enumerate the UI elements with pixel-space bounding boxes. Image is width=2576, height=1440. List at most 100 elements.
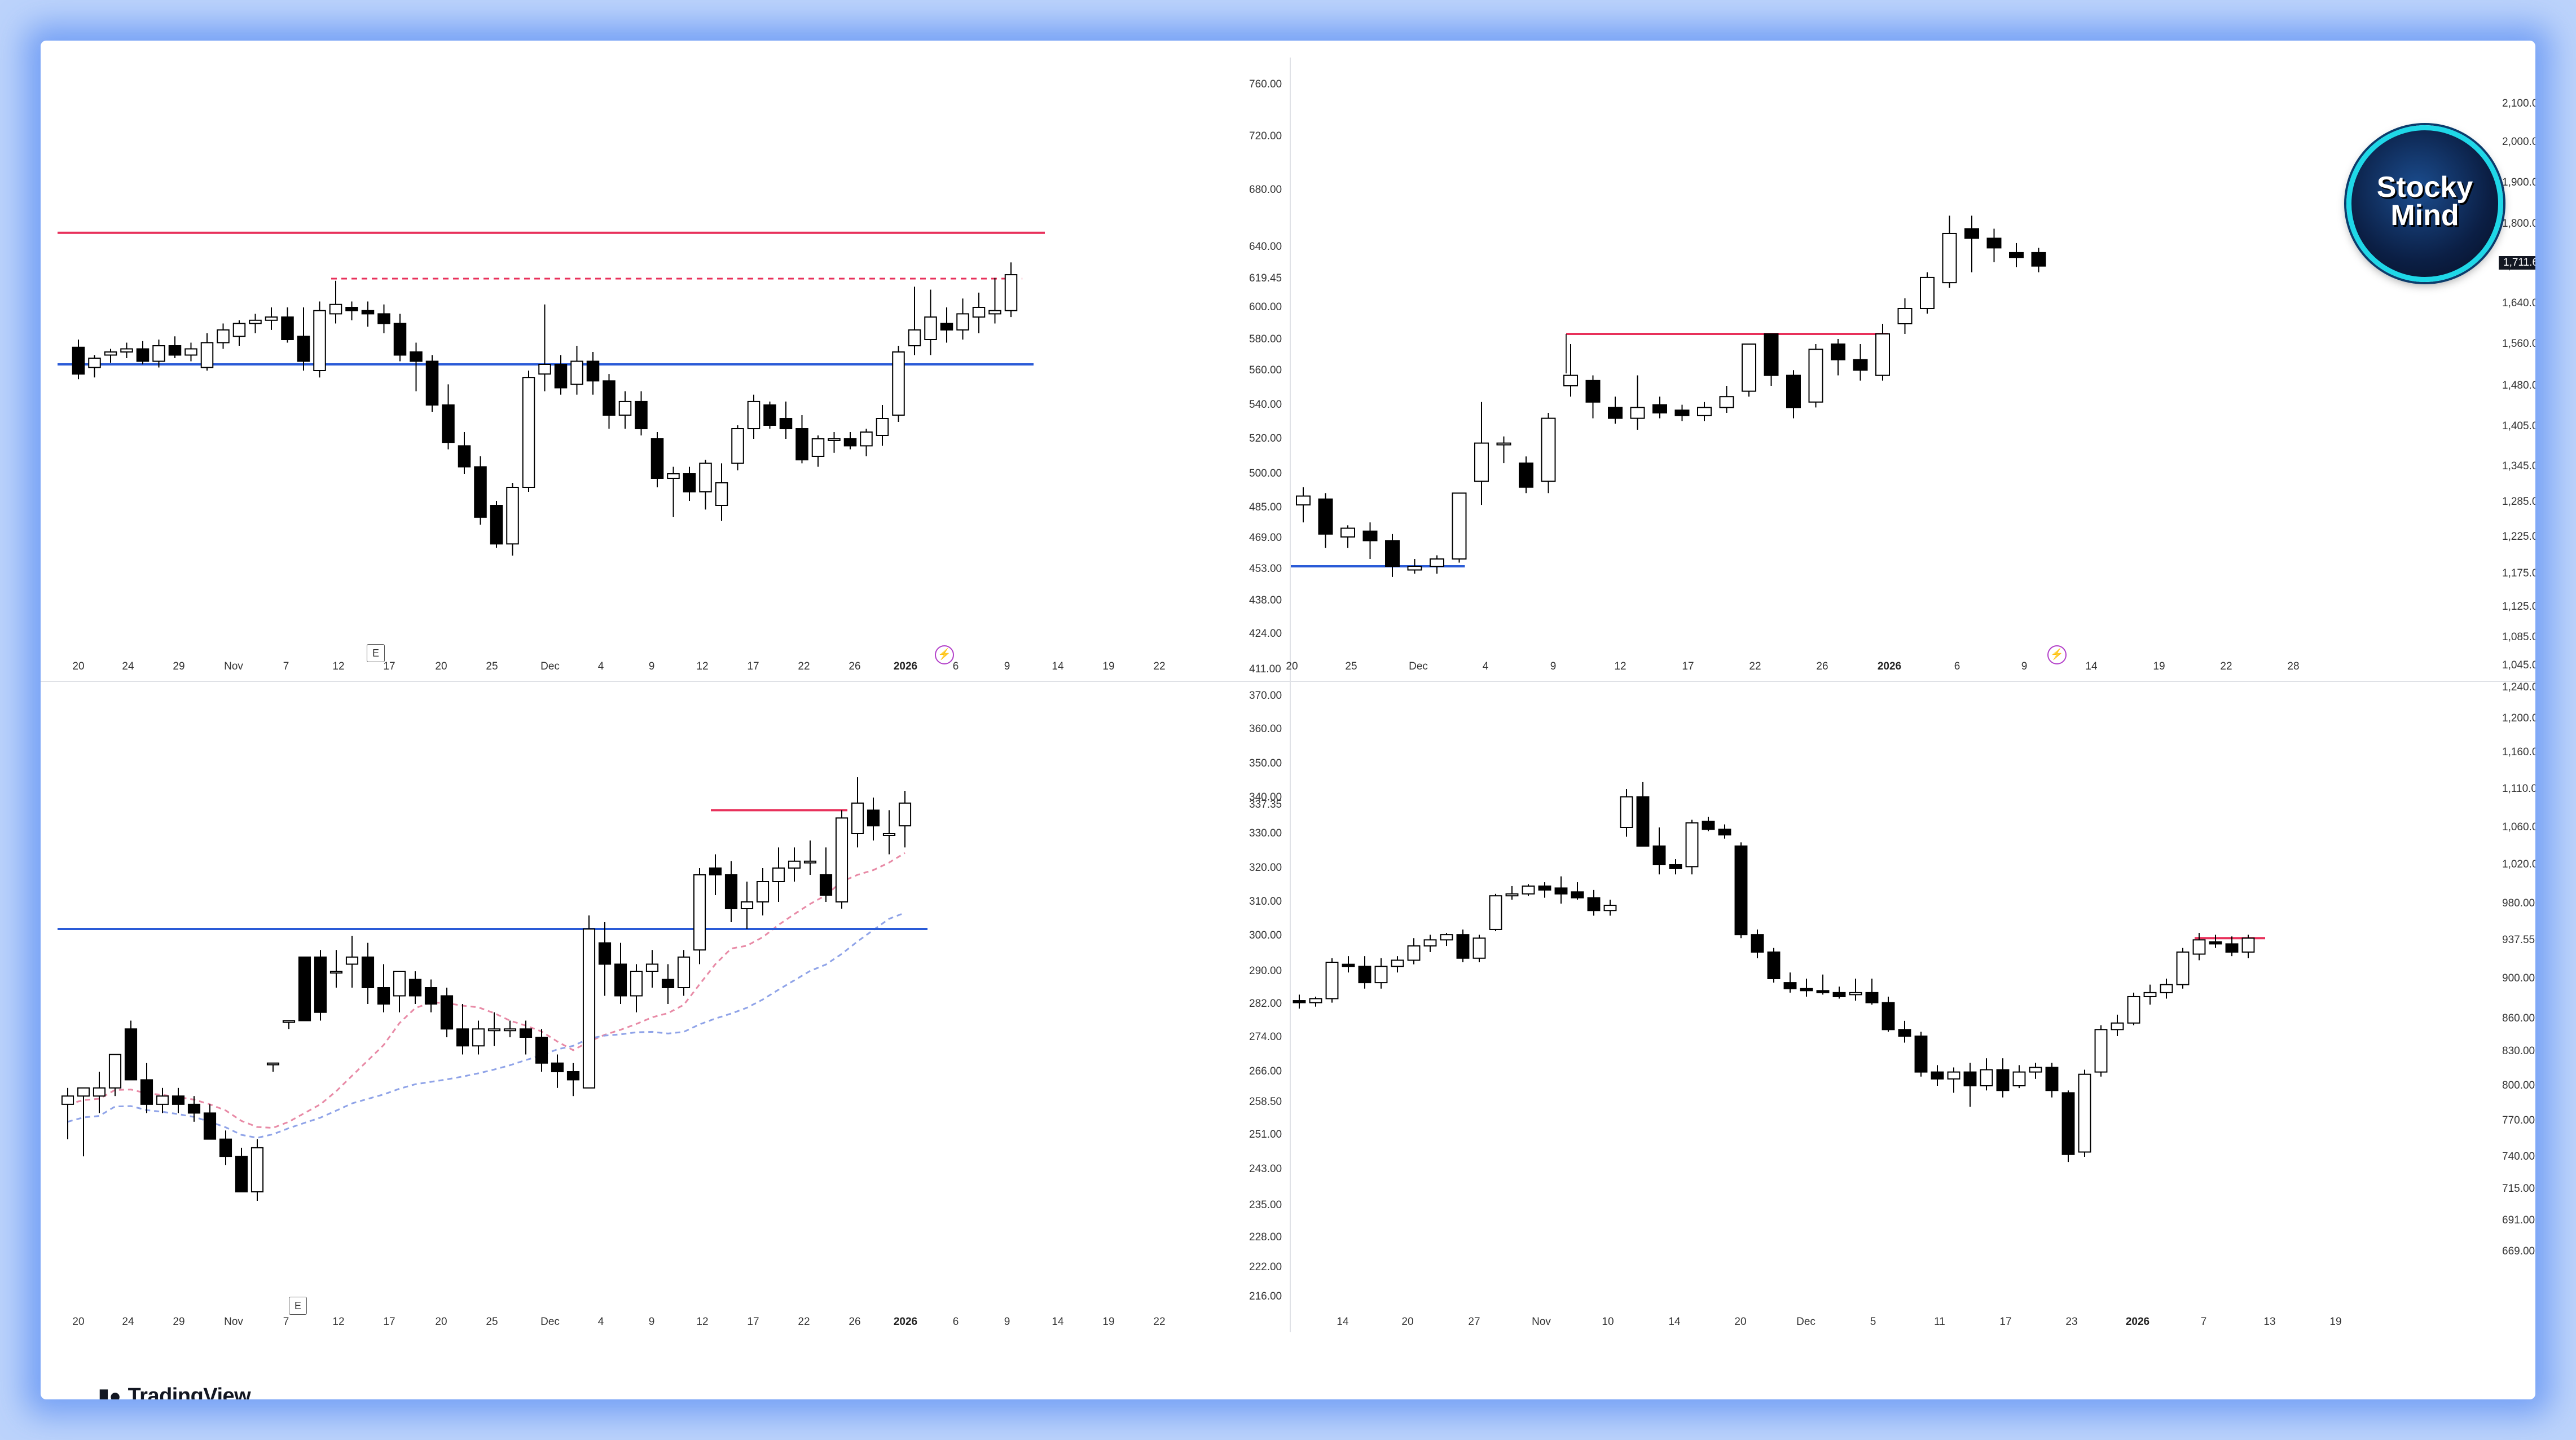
candle[interactable] [843,432,857,450]
candle[interactable] [779,401,793,439]
candle[interactable] [1603,900,1617,916]
candle[interactable] [297,307,310,371]
candle[interactable] [172,1087,185,1113]
candle[interactable] [819,847,833,902]
candle[interactable] [1296,487,1311,523]
candle[interactable] [281,307,294,343]
candle[interactable] [1719,386,1734,413]
candle[interactable] [2061,1090,2075,1162]
candle[interactable] [598,922,612,996]
candlestick-chart-top-left[interactable] [41,41,1290,681]
candle[interactable] [747,394,761,439]
candle[interactable] [458,432,471,474]
candle[interactable] [1325,958,1339,1003]
candle[interactable] [250,1139,264,1201]
candle[interactable] [1585,375,1601,419]
candle[interactable] [265,307,278,330]
candle[interactable] [554,355,568,395]
candle[interactable] [740,882,754,929]
candle[interactable] [377,964,390,1012]
candle[interactable] [184,342,197,362]
candle[interactable] [1318,493,1333,548]
candle[interactable] [882,810,896,855]
candle[interactable] [1764,333,1779,386]
candle[interactable] [124,1020,138,1081]
candle[interactable] [187,1096,201,1122]
candle[interactable] [1897,298,1913,334]
candle[interactable] [811,435,825,467]
candle[interactable] [1669,859,1682,875]
candle[interactable] [1786,370,1801,419]
candle[interactable] [715,463,728,521]
candle[interactable] [1407,938,1421,965]
candle[interactable] [860,429,873,456]
candle[interactable] [630,964,643,1012]
candle[interactable] [2241,935,2255,958]
candle[interactable] [1407,559,1422,574]
candle[interactable] [1914,1032,1928,1077]
candle[interactable] [1452,492,1467,563]
candle[interactable] [506,483,519,556]
candle[interactable] [345,936,359,988]
candle[interactable] [77,1087,90,1157]
candle[interactable] [1832,987,1846,999]
earnings-marker-icon[interactable]: E [289,1297,307,1315]
candle[interactable] [570,346,583,395]
candle[interactable] [393,314,407,362]
candle[interactable] [472,1020,485,1055]
candle[interactable] [410,342,423,391]
candle[interactable] [756,868,770,915]
candle[interactable] [217,323,230,349]
candle[interactable] [1652,397,1667,419]
candle[interactable] [1004,262,1018,318]
candle[interactable] [1931,1065,1944,1086]
candle[interactable] [2127,992,2140,1025]
candle[interactable] [535,1029,548,1072]
candle[interactable] [1742,344,1756,397]
candle[interactable] [677,950,691,996]
candle[interactable] [876,405,889,446]
candle[interactable] [1674,404,1690,421]
candle[interactable] [313,301,326,378]
candle[interactable] [650,432,664,487]
candle[interactable] [2111,1014,2124,1036]
candle[interactable] [1309,996,1322,1007]
chart-pane-top-left[interactable]: 760.00 720.00 680.00 640.00 619.45 600.00 580.… [41,41,1290,681]
candle[interactable] [803,840,817,875]
earnings-marker-icon[interactable]: E [367,644,385,662]
candle[interactable] [2225,936,2239,957]
candle[interactable] [1816,974,1830,995]
candle[interactable] [314,950,327,1021]
candle[interactable] [393,971,406,1012]
candle[interactable] [93,1072,106,1113]
candle[interactable] [490,501,503,548]
candle[interactable] [645,950,659,988]
candle[interactable] [1986,228,2002,262]
candle[interactable] [1636,782,1650,847]
candle[interactable] [2045,1063,2059,1098]
candle[interactable] [551,1054,564,1088]
candlestick-chart-top-right[interactable] [1291,41,2535,681]
candle[interactable] [635,391,648,435]
candle[interactable] [425,355,439,412]
candle[interactable] [1882,996,1895,1032]
candle[interactable] [699,460,712,510]
candle[interactable] [709,854,722,895]
candle[interactable] [924,289,937,355]
candle[interactable] [1865,979,1879,1005]
candle[interactable] [835,810,849,909]
candle[interactable] [763,401,776,429]
candle[interactable] [522,371,535,492]
candle[interactable] [1538,882,1551,898]
candle[interactable] [1358,956,1371,989]
candle[interactable] [586,352,600,395]
candle[interactable] [1898,1020,1911,1043]
candle[interactable] [1489,893,1502,931]
candle[interactable] [614,943,627,1004]
event-lightning-icon[interactable]: ⚡ [2047,645,2067,664]
candle[interactable] [61,1087,74,1139]
candle[interactable] [474,456,487,525]
candle[interactable] [908,287,921,355]
candle[interactable] [1423,935,1437,952]
candle[interactable] [1685,820,1699,875]
